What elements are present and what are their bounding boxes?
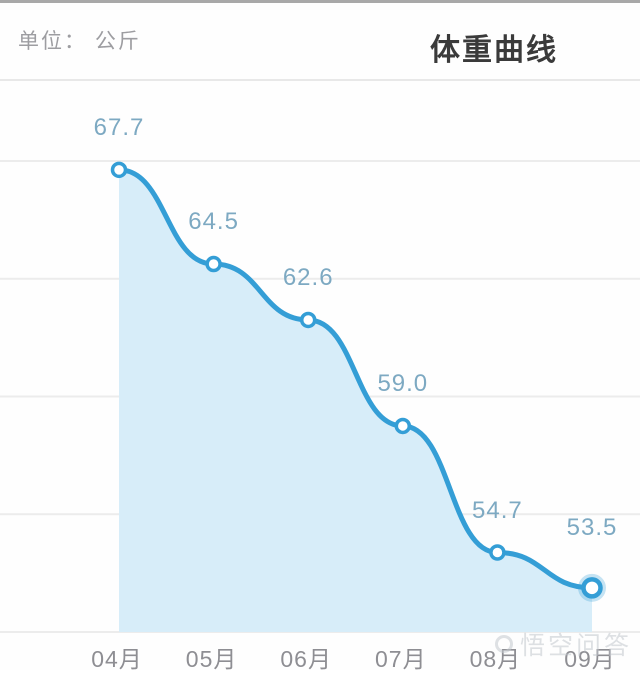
x-axis-label: 08月	[469, 646, 522, 672]
data-point-marker[interactable]	[299, 311, 317, 329]
value-label: 67.7	[93, 113, 145, 141]
header: 单位： 公斤 体重曲线	[0, 3, 640, 81]
area-fill	[119, 169, 592, 633]
value-label: 54.7	[472, 496, 523, 524]
x-axis-label: 09月	[564, 646, 616, 672]
top-divider	[0, 0, 640, 3]
x-axis-label: 07月	[375, 646, 427, 672]
x-axis-label: 04月	[91, 646, 143, 672]
value-label: 53.5	[566, 513, 618, 541]
page-title: 体重曲线	[430, 34, 558, 67]
data-point-marker[interactable]	[489, 544, 506, 561]
data-point-marker[interactable]	[394, 417, 412, 435]
data-point-marker[interactable]	[581, 577, 603, 599]
x-axis-label: 06月	[280, 646, 332, 672]
data-point-marker[interactable]	[110, 161, 128, 179]
value-label: 64.5	[188, 208, 239, 236]
value-label: 59.0	[377, 369, 429, 397]
x-axis-label: 05月	[185, 646, 238, 672]
data-point-marker[interactable]	[205, 255, 222, 273]
unit-label: 单位： 公斤	[18, 30, 141, 53]
value-label: 62.6	[282, 263, 334, 291]
